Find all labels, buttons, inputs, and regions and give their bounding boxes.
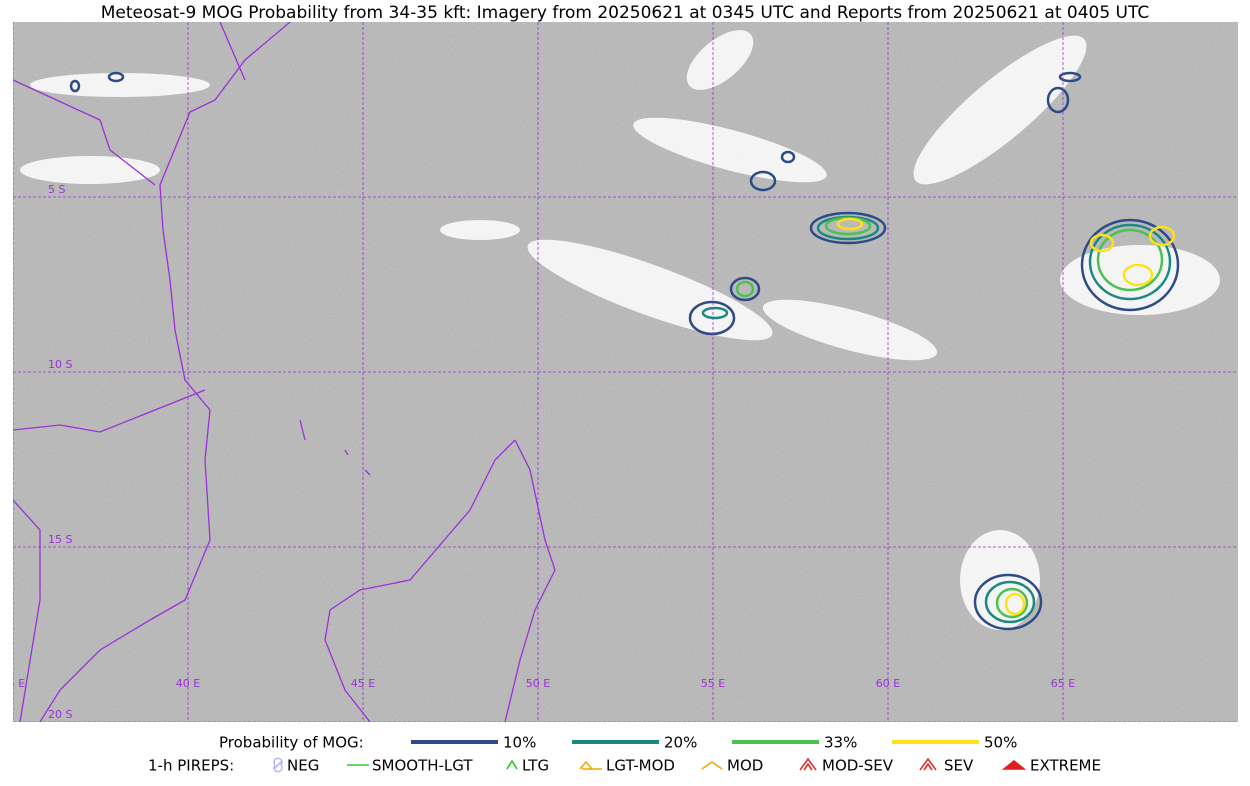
legend-label: 10% bbox=[503, 734, 536, 752]
legend-label: EXTREME bbox=[1030, 757, 1101, 775]
longitude-label: 60 E bbox=[876, 677, 900, 690]
longitude-label: 50 E bbox=[526, 677, 550, 690]
legend: Probability of MOG: 10% 20% 33% 50% 1-h PIREP… bbox=[148, 734, 1101, 775]
legend-label: 50% bbox=[984, 734, 1017, 752]
pirep-symbol bbox=[579, 760, 602, 770]
pirep-symbol bbox=[506, 759, 518, 770]
graticule: 35 E 40 E 45 E 50 E 55 E 60 E 65 E 5 S 10 S 15 S 2… bbox=[1, 22, 1238, 722]
pirep-symbol bbox=[799, 757, 817, 771]
legend-label: NEG bbox=[287, 757, 319, 775]
legend-label: SMOOTH-LGT bbox=[372, 757, 473, 775]
latitude-label: 10 S bbox=[48, 358, 72, 371]
longitude-label: 40 E bbox=[176, 677, 200, 690]
pirep-symbol bbox=[701, 761, 723, 770]
legend-title: 1-h PIREPS: bbox=[148, 757, 234, 775]
legend-label: MOD-SEV bbox=[822, 757, 894, 775]
longitude-label: 55 E bbox=[701, 677, 725, 690]
longitude-label: 35 E bbox=[1, 677, 25, 690]
legend-label: SEV bbox=[944, 757, 974, 775]
pirep-symbol bbox=[919, 757, 937, 771]
latitude-label: 15 S bbox=[48, 533, 72, 546]
latitude-label: 5 S bbox=[48, 183, 65, 196]
legend-title: Probability of MOG: bbox=[219, 734, 364, 752]
legend-label: 20% bbox=[664, 734, 697, 752]
legend-label: LTG bbox=[522, 757, 549, 775]
mog-contours bbox=[69, 71, 1180, 631]
coastlines bbox=[13, 22, 556, 722]
legend-label: 33% bbox=[824, 734, 857, 752]
latitude-label: 20 S bbox=[48, 708, 72, 721]
legend-label: LGT-MOD bbox=[606, 757, 675, 775]
longitude-label: 45 E bbox=[351, 677, 375, 690]
legend-label: MOD bbox=[727, 757, 763, 775]
satellite-map: 35 E 40 E 45 E 50 E 55 E 60 E 65 E 5 S 10 S 15 S 2… bbox=[1, 22, 1238, 722]
pirep-symbol bbox=[1001, 759, 1027, 770]
title: Meteosat-9 MOG Probability from 34-35 kf… bbox=[101, 3, 1150, 23]
clouds bbox=[20, 30, 1220, 630]
pirep-symbol bbox=[273, 757, 283, 773]
longitude-label: 65 E bbox=[1051, 677, 1075, 690]
